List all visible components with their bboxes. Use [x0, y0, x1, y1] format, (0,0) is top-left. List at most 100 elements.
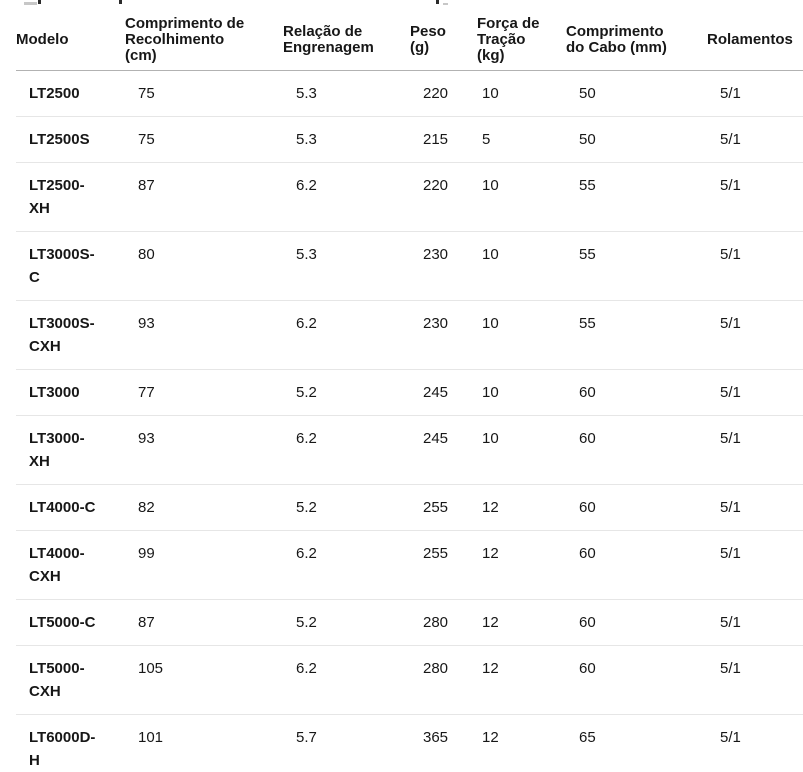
- cell-value: 5/1: [707, 116, 803, 163]
- cell-value: 87: [125, 162, 283, 232]
- column-header-engrenagem: Relação de Engrenagem: [283, 8, 410, 71]
- cell-value: 280: [410, 645, 477, 715]
- cell-value: 60: [566, 369, 707, 416]
- cell-value: 5/1: [707, 369, 803, 416]
- cell-value: 245: [410, 415, 477, 485]
- cell-value: 230: [410, 300, 477, 370]
- table-row: LT5000-CXH 105 6.2 280 12 60 5/1: [16, 645, 803, 715]
- cell-value: 5.3: [283, 231, 410, 301]
- cell-value: 5.3: [283, 116, 410, 163]
- cell-value: 101: [125, 714, 283, 772]
- cell-value: 60: [566, 599, 707, 646]
- cell-value: 10: [477, 415, 566, 485]
- table-row: LT4000-C 82 5.2 255 12 60 5/1: [16, 484, 803, 531]
- table-row: LT3000-XH 93 6.2 245 10 60 5/1: [16, 415, 803, 485]
- cell-model: LT3000S-C: [16, 231, 125, 301]
- cell-value: 5/1: [707, 70, 803, 117]
- table-row: LT3000S-C 80 5.3 230 10 55 5/1: [16, 231, 803, 301]
- cell-value: 55: [566, 162, 707, 232]
- column-header-rolamentos: Rolamentos: [707, 8, 803, 71]
- cell-value: 5/1: [707, 645, 803, 715]
- cell-model: LT3000-XH: [16, 415, 125, 485]
- cell-value: 10: [477, 162, 566, 232]
- cell-value: 5/1: [707, 714, 803, 772]
- table-row: LT4000-CXH 99 6.2 255 12 60 5/1: [16, 530, 803, 600]
- cell-value: 65: [566, 714, 707, 772]
- cell-model: LT2500: [16, 70, 125, 117]
- column-header-tracao: Força de Tração (kg): [477, 8, 566, 71]
- cell-value: 5/1: [707, 415, 803, 485]
- cell-value: 5/1: [707, 484, 803, 531]
- cell-value: 5/1: [707, 300, 803, 370]
- column-header-modelo: Modelo: [16, 8, 125, 71]
- table-row: LT2500-XH 87 6.2 220 10 55 5/1: [16, 162, 803, 232]
- cell-value: 80: [125, 231, 283, 301]
- specs-table: Modelo Comprimento de Recolhimento (cm) …: [16, 8, 803, 772]
- table-row: LT2500 75 5.3 220 10 50 5/1: [16, 70, 803, 117]
- cell-model: LT2500S: [16, 116, 125, 163]
- cell-value: 220: [410, 162, 477, 232]
- cell-value: 215: [410, 116, 477, 163]
- column-header-peso: Peso (g): [410, 8, 477, 71]
- cell-value: 77: [125, 369, 283, 416]
- specs-table-body: LT2500 75 5.3 220 10 50 5/1 LT2500S 75 5.3 215 5 50 5…: [16, 70, 803, 772]
- cell-value: 230: [410, 231, 477, 301]
- cell-value: 5: [477, 116, 566, 163]
- cell-value: 245: [410, 369, 477, 416]
- cell-value: 12: [477, 714, 566, 772]
- cell-model: LT4000-C: [16, 484, 125, 531]
- cell-value: 12: [477, 530, 566, 600]
- column-header-recolhimento: Comprimento de Recolhimento (cm): [125, 8, 283, 71]
- cell-value: 93: [125, 300, 283, 370]
- cell-value: 6.2: [283, 162, 410, 232]
- column-header-cabo: Comprimento do Cabo (mm): [566, 8, 707, 71]
- table-row: LT2500S 75 5.3 215 5 50 5/1: [16, 116, 803, 163]
- cropped-heading-remnant: [24, 2, 37, 5]
- cell-value: 5.2: [283, 369, 410, 416]
- cropped-heading-remnant: [436, 0, 439, 4]
- cell-value: 82: [125, 484, 283, 531]
- cell-value: 6.2: [283, 530, 410, 600]
- cell-value: 6.2: [283, 415, 410, 485]
- cell-value: 75: [125, 116, 283, 163]
- cell-value: 12: [477, 484, 566, 531]
- cell-value: 55: [566, 300, 707, 370]
- cell-value: 365: [410, 714, 477, 772]
- cell-model: LT3000: [16, 369, 125, 416]
- table-row: LT5000-C 87 5.2 280 12 60 5/1: [16, 599, 803, 646]
- cell-model: LT3000S-CXH: [16, 300, 125, 370]
- cell-value: 12: [477, 645, 566, 715]
- cell-value: 55: [566, 231, 707, 301]
- cell-value: 280: [410, 599, 477, 646]
- cell-value: 255: [410, 484, 477, 531]
- cell-value: 105: [125, 645, 283, 715]
- cell-value: 6.2: [283, 300, 410, 370]
- specs-table-header: Modelo Comprimento de Recolhimento (cm) …: [16, 8, 803, 71]
- cell-value: 50: [566, 116, 707, 163]
- cell-value: 60: [566, 530, 707, 600]
- cell-value: 5/1: [707, 599, 803, 646]
- cropped-heading-remnant: [443, 3, 448, 5]
- cell-model: LT5000-C: [16, 599, 125, 646]
- cell-value: 5.2: [283, 599, 410, 646]
- table-row: LT3000 77 5.2 245 10 60 5/1: [16, 369, 803, 416]
- cell-value: 5/1: [707, 162, 803, 232]
- cell-model: LT5000-CXH: [16, 645, 125, 715]
- cell-value: 255: [410, 530, 477, 600]
- cell-value: 5/1: [707, 231, 803, 301]
- table-row: LT3000S-CXH 93 6.2 230 10 55 5/1: [16, 300, 803, 370]
- cell-value: 75: [125, 70, 283, 117]
- cell-value: 93: [125, 415, 283, 485]
- cell-value: 87: [125, 599, 283, 646]
- cell-value: 220: [410, 70, 477, 117]
- cell-model: LT4000-CXH: [16, 530, 125, 600]
- cell-value: 10: [477, 300, 566, 370]
- cell-value: 5.7: [283, 714, 410, 772]
- cell-value: 5/1: [707, 530, 803, 600]
- cell-value: 5.2: [283, 484, 410, 531]
- cell-value: 6.2: [283, 645, 410, 715]
- cell-value: 10: [477, 231, 566, 301]
- table-row: LT6000D-H 101 5.7 365 12 65 5/1: [16, 714, 803, 772]
- cell-value: 60: [566, 645, 707, 715]
- cell-value: 50: [566, 70, 707, 117]
